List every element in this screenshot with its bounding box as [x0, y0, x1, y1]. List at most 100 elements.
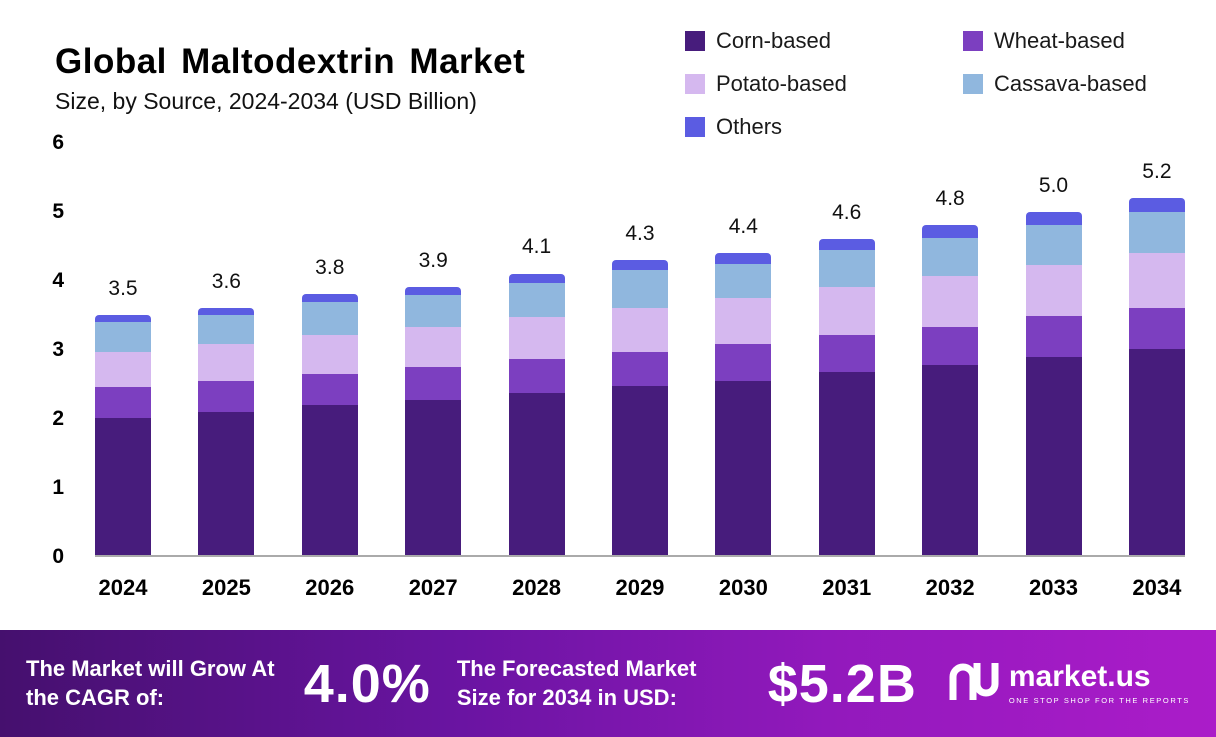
forecast-value: $5.2B	[767, 653, 917, 714]
legend-label: Wheat-based	[994, 28, 1125, 53]
bar-segment-cassava-based	[301, 302, 358, 336]
bar-segment-cassava-based	[95, 321, 151, 352]
marketus-brand-text: market.us ONE STOP SHOP FOR THE REPORTS	[1008, 660, 1190, 706]
bar-segment-cassava-based	[715, 263, 772, 299]
bar-column: 4.4 2030	[715, 143, 772, 600]
bar-segment-others	[715, 252, 772, 264]
bar-segment-potato-based	[922, 276, 979, 328]
bar-column: 4.3 2029	[611, 143, 668, 600]
bar-column: 4.1 2028	[508, 143, 565, 600]
bar-segment-wheat-based	[611, 351, 668, 387]
bar-total-label: 4.3	[625, 221, 655, 245]
y-tick-label: 6	[52, 131, 64, 154]
legend-item-cassava-based: Cassava-based	[963, 71, 1147, 97]
bar-segment-wheat-based	[508, 358, 565, 393]
bar-segment-corn-based	[1025, 357, 1082, 555]
bar-column: 4.8 2032	[922, 143, 979, 600]
legend-item-wheat-based: Wheat-based	[963, 28, 1147, 54]
legend-swatch	[685, 74, 705, 94]
bar-column: 5.0 2033	[1025, 143, 1082, 600]
bar-segment-wheat-based	[1025, 316, 1082, 358]
bar-segment-others	[405, 287, 462, 296]
x-axis-label: 2030	[718, 575, 768, 600]
bar-segment-cassava-based	[1128, 211, 1185, 253]
bar-segment-corn-based	[611, 386, 668, 555]
bar-segment-potato-based	[1025, 265, 1082, 317]
y-tick-label: 4	[52, 268, 64, 292]
stacked-bar	[922, 225, 979, 555]
bar-segment-wheat-based	[405, 366, 462, 400]
bar-segment-potato-based	[1128, 252, 1185, 308]
bar-segment-corn-based	[508, 392, 565, 555]
legend-label: Others	[716, 114, 783, 139]
stacked-bar	[198, 307, 255, 555]
x-axis-label: 2026	[305, 575, 355, 600]
legend-label: Corn-based	[716, 28, 831, 53]
x-axis-label: 2033	[1029, 575, 1078, 600]
bar-segment-wheat-based	[1128, 307, 1185, 350]
stacked-bar	[611, 259, 668, 555]
x-axis-label: 2029	[615, 575, 665, 600]
stacked-bar	[1128, 198, 1185, 555]
legend-item-potato-based: Potato-based	[685, 71, 963, 97]
cagr-value: 4.0%	[303, 653, 431, 714]
bar-segment-corn-based	[1128, 349, 1185, 555]
x-axis-label: 2031	[822, 575, 872, 600]
bar-segment-potato-based	[508, 317, 565, 359]
y-tick-label: 3	[52, 338, 64, 361]
bar-column: 3.5 2024	[95, 143, 151, 600]
bar-segment-corn-based	[198, 412, 255, 555]
brand-name: market.us	[1008, 660, 1151, 693]
bar-segment-others	[611, 259, 668, 271]
bar-segment-corn-based	[405, 399, 462, 555]
bar-segment-others	[1128, 198, 1185, 212]
bar-segment-others	[818, 239, 875, 251]
legend-swatch	[685, 31, 705, 51]
x-axis-label: 2034	[1132, 575, 1182, 600]
bar-segment-wheat-based	[818, 335, 875, 373]
bar-total-label: 3.9	[418, 249, 448, 273]
legend-item-others: Others	[685, 114, 963, 140]
bar-segment-others	[301, 294, 358, 303]
y-axis: 0 1 2 3 4 5 6	[0, 131, 80, 568]
legend-label: Cassava-based	[994, 71, 1147, 96]
x-axis-label: 2024	[98, 575, 148, 600]
x-axis-label: 2028	[512, 575, 562, 600]
bar-segment-potato-based	[405, 327, 462, 367]
marketus-brand: market.us ONE STOP SHOP FOR THE REPORTS	[947, 660, 1190, 707]
bar-segment-others	[198, 307, 255, 315]
legend: Corn-based Wheat-based Potato-based Cassava…	[685, 28, 1147, 140]
bar-segment-cassava-based	[198, 314, 255, 345]
bar-segment-potato-based	[95, 351, 151, 388]
footer-banner: The Market will Grow At the CAGR of: 4.0…	[0, 630, 1216, 737]
bar-segment-cassava-based	[818, 250, 875, 288]
bar-segment-cassava-based	[922, 237, 979, 277]
x-axis-label: 2027	[408, 575, 458, 600]
stacked-bar	[508, 273, 565, 555]
stacked-bar	[1025, 211, 1082, 555]
bar-total-label: 3.5	[108, 276, 138, 300]
stacked-bar	[301, 294, 358, 555]
stacked-bar	[95, 314, 151, 555]
y-tick-label: 5	[52, 199, 64, 223]
plot-area: 3.5 2024 3.6 2025 3.8 2026 3.9 2027 4.1 2028 4.3 20…	[95, 143, 1185, 600]
bar-total-label: 5.2	[1142, 159, 1172, 183]
bar-segment-cassava-based	[508, 283, 565, 318]
bar-total-label: 4.4	[728, 214, 758, 238]
y-tick-label: 1	[52, 476, 64, 499]
bar-segment-wheat-based	[922, 327, 979, 366]
bar-column: 3.9 2027	[405, 143, 462, 600]
stacked-bar	[818, 239, 875, 555]
legend-item-corn-based: Corn-based	[685, 28, 963, 54]
bar-segment-corn-based	[922, 365, 979, 555]
bar-segment-wheat-based	[301, 373, 358, 406]
bar-segment-others	[1025, 211, 1082, 226]
forecast-label: The Forecasted Market Size for 2034 in U…	[456, 655, 697, 710]
bar-segment-wheat-based	[198, 381, 255, 413]
stacked-bar	[405, 287, 462, 555]
bar-total-label: 4.1	[521, 235, 552, 259]
bar-segment-corn-based	[95, 417, 151, 555]
bar-total-label: 3.6	[211, 269, 241, 293]
x-axis-label: 2025	[201, 575, 251, 600]
